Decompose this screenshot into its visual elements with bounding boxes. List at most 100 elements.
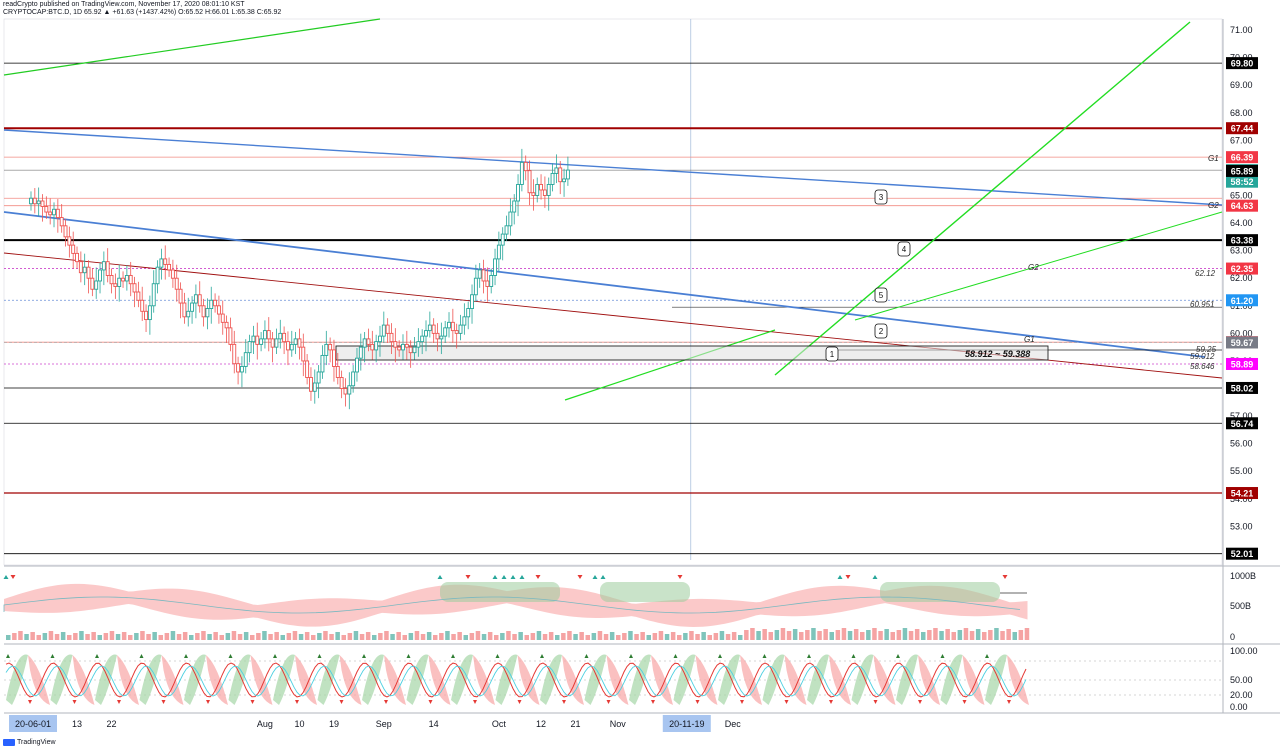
volume-bar: [396, 632, 401, 640]
volume-bar: [335, 632, 340, 640]
g-label: G2: [1028, 263, 1039, 272]
candle-body: [44, 206, 49, 213]
candle-body: [71, 244, 76, 254]
signal-marker: [535, 575, 541, 579]
candle-body: [519, 161, 524, 185]
tradingview-logo[interactable]: TradingView: [3, 739, 56, 746]
oscillator-marker-up: [673, 654, 678, 658]
oscillator-marker-down: [72, 700, 77, 704]
oscillator-marker-down: [206, 700, 210, 704]
signal-marker: [10, 575, 16, 579]
volume-bar: [451, 634, 456, 640]
oscillator-ribbon-green: [629, 654, 651, 705]
volume-bar: [646, 635, 651, 640]
candle-body: [232, 343, 237, 365]
oscillator-marker-up: [184, 654, 188, 658]
oscillator-marker-down: [384, 700, 388, 704]
oscillator-marker-down: [428, 700, 433, 704]
volume-bar: [457, 632, 462, 640]
volume-bar: [1006, 629, 1011, 640]
candle-body: [381, 324, 386, 337]
price-axis-tag: [1226, 57, 1258, 70]
volume-bar: [927, 630, 932, 640]
volume-bar: [73, 633, 78, 640]
candle-body: [431, 324, 436, 334]
volume-bar: [433, 635, 438, 640]
volume-bar: [420, 634, 426, 640]
volume-bar: [945, 629, 950, 640]
price-axis-tag-label: 63.38: [1231, 236, 1254, 246]
volume-bar: [48, 631, 54, 640]
oscillator-marker-down: [740, 700, 744, 704]
oscillator-ribbon-red: [562, 655, 584, 705]
candle-body: [401, 343, 405, 351]
oscillator-ribbon-red: [873, 655, 896, 705]
candle-body: [473, 277, 478, 296]
candle-body: [132, 283, 137, 293]
cloud-band-green: [600, 582, 690, 602]
volume-bar: [341, 635, 346, 640]
price-axis-tag: [1226, 547, 1258, 560]
candle-body: [355, 357, 359, 373]
signal-marker: [519, 575, 525, 579]
volume-bar: [6, 635, 11, 640]
volume-bar: [518, 632, 523, 640]
volume-bar: [359, 634, 365, 640]
oscillator-marker-up: [540, 654, 544, 658]
candle-body: [309, 377, 313, 392]
volume-bar: [664, 634, 670, 640]
signal-marker: [1002, 575, 1008, 579]
oscillator-ribbon-green: [807, 654, 829, 705]
volume-bar: [12, 633, 17, 640]
volume-bar: [286, 633, 292, 640]
volume-bar: [750, 628, 755, 640]
volume-bar: [378, 633, 383, 640]
volume-bar: [298, 634, 304, 640]
oscillator-ribbon-green: [317, 654, 340, 705]
volume-bar: [85, 634, 90, 640]
oscillator-marker-down: [829, 700, 833, 704]
candle-body: [305, 360, 310, 378]
wave-label: 4: [902, 245, 907, 254]
volume-bar: [347, 633, 353, 640]
zone-label: 58.912 ~ 59.388: [965, 349, 1030, 359]
candle-body: [55, 208, 60, 218]
oscillator-ribbon-red: [740, 655, 762, 705]
oscillator-ribbon-green: [273, 654, 295, 705]
oscillator-ribbon-red: [473, 655, 495, 705]
sub1-tick-label: 0: [1230, 632, 1235, 642]
volume-bar: [860, 632, 865, 640]
candle-body: [393, 341, 398, 348]
volume-bar: [841, 628, 847, 640]
volume-bar: [829, 632, 834, 640]
oscillator-ribbon-green: [228, 654, 251, 705]
candle-body: [523, 161, 528, 172]
candle-body: [324, 343, 329, 356]
candle-body: [289, 343, 294, 351]
volume-bar: [835, 630, 841, 640]
volume-bar: [963, 628, 969, 640]
candle-body: [516, 184, 520, 202]
price-axis-tag-label: 56.74: [1231, 419, 1254, 429]
candle-body: [63, 225, 68, 238]
volume-bar: [622, 633, 627, 640]
oscillator-marker-up: [495, 654, 500, 658]
oscillator-ribbon-red: [829, 655, 851, 705]
time-tick-label: Sep: [376, 719, 392, 729]
volume-bar: [799, 632, 804, 640]
candle-body: [216, 305, 221, 315]
oscillator-ribbon-red: [384, 655, 406, 705]
candle-body: [542, 189, 547, 196]
candle-body: [546, 184, 551, 196]
price-axis-tag-label: 59.67: [1231, 338, 1254, 348]
candle-body: [493, 258, 497, 276]
volume-bar: [756, 631, 761, 640]
symbol-ohlc-legend: CRYPTOCAP:BTC.D, 1D 65.92 ▲ +61.63 (+143…: [3, 9, 282, 16]
oscillator-ribbon-green: [584, 654, 607, 705]
oscillator-marker-down: [918, 700, 922, 704]
price-axis-tag-label: 58:52: [1230, 177, 1253, 187]
oscillator-marker-up: [317, 654, 322, 658]
candle-body: [320, 354, 325, 373]
oscillator-marker-up: [762, 654, 767, 658]
